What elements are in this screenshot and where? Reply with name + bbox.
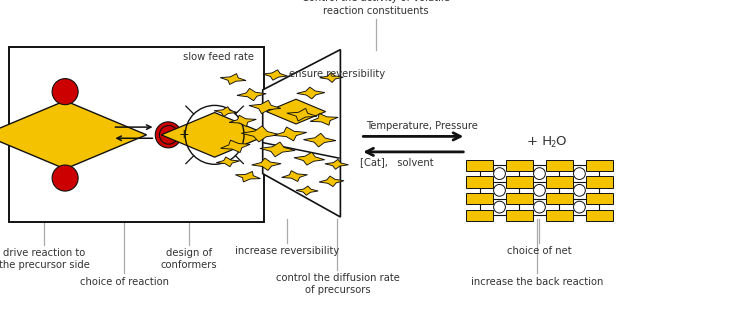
Bar: [506, 193, 533, 204]
Ellipse shape: [494, 201, 505, 213]
Ellipse shape: [494, 184, 505, 196]
Ellipse shape: [574, 168, 585, 179]
Bar: [586, 193, 613, 204]
Polygon shape: [319, 176, 344, 187]
Polygon shape: [237, 88, 266, 101]
Polygon shape: [296, 186, 318, 195]
Bar: [546, 160, 573, 171]
Polygon shape: [260, 142, 295, 157]
Polygon shape: [252, 158, 281, 170]
Bar: [546, 176, 573, 188]
Text: +: +: [178, 128, 189, 141]
Polygon shape: [274, 127, 306, 141]
Text: design of
conformers: design of conformers: [161, 248, 217, 270]
Polygon shape: [303, 133, 336, 147]
Ellipse shape: [155, 122, 181, 148]
Bar: [466, 210, 493, 221]
Text: 2: 2: [551, 140, 556, 149]
Polygon shape: [297, 87, 325, 99]
Bar: [506, 176, 533, 188]
Ellipse shape: [574, 184, 585, 196]
Ellipse shape: [159, 126, 178, 144]
Polygon shape: [287, 108, 317, 121]
Text: + H: + H: [527, 135, 552, 148]
Polygon shape: [161, 113, 268, 157]
Ellipse shape: [494, 168, 505, 179]
Polygon shape: [214, 107, 238, 117]
Text: choice of reaction: choice of reaction: [80, 277, 169, 286]
Bar: [506, 160, 533, 171]
Polygon shape: [221, 74, 246, 84]
Bar: [586, 160, 613, 171]
Polygon shape: [0, 101, 147, 169]
Polygon shape: [263, 70, 288, 80]
Bar: [466, 160, 493, 171]
Bar: [586, 176, 613, 188]
Text: Control the activity of volatile
reaction constituents: Control the activity of volatile reactio…: [302, 0, 450, 16]
Bar: [586, 210, 613, 221]
Polygon shape: [282, 171, 307, 181]
Bar: [506, 210, 533, 221]
Ellipse shape: [574, 201, 585, 213]
Bar: [546, 193, 573, 204]
Text: control the diffusion rate
of precursors: control the diffusion rate of precursors: [275, 273, 400, 295]
Text: increase the back reaction: increase the back reaction: [471, 277, 603, 286]
Ellipse shape: [52, 165, 78, 191]
Bar: [466, 176, 493, 188]
Text: choice of net: choice of net: [507, 246, 572, 256]
Text: [Cat],   solvent: [Cat], solvent: [360, 157, 434, 167]
Polygon shape: [320, 73, 343, 82]
Text: slow feed rate: slow feed rate: [183, 52, 254, 62]
Polygon shape: [216, 157, 240, 167]
Ellipse shape: [534, 168, 545, 179]
Text: increase reversibility: increase reversibility: [235, 246, 339, 256]
Polygon shape: [229, 115, 256, 126]
Bar: [546, 210, 573, 221]
Polygon shape: [249, 100, 281, 114]
Polygon shape: [294, 152, 325, 165]
Text: O: O: [555, 135, 565, 148]
Polygon shape: [221, 140, 250, 153]
Text: Temperature, Pressure: Temperature, Pressure: [366, 121, 478, 131]
Ellipse shape: [534, 184, 545, 196]
Ellipse shape: [534, 201, 545, 213]
Ellipse shape: [52, 79, 78, 105]
Bar: [466, 193, 493, 204]
Text: ensure reversibility: ensure reversibility: [289, 69, 386, 79]
Polygon shape: [325, 159, 349, 169]
Polygon shape: [235, 171, 260, 182]
Polygon shape: [241, 126, 280, 142]
Bar: [9, 46, 264, 222]
Polygon shape: [310, 113, 338, 125]
Polygon shape: [263, 50, 340, 217]
Polygon shape: [266, 99, 326, 124]
Text: drive reaction to
the precursor side: drive reaction to the precursor side: [0, 248, 90, 270]
